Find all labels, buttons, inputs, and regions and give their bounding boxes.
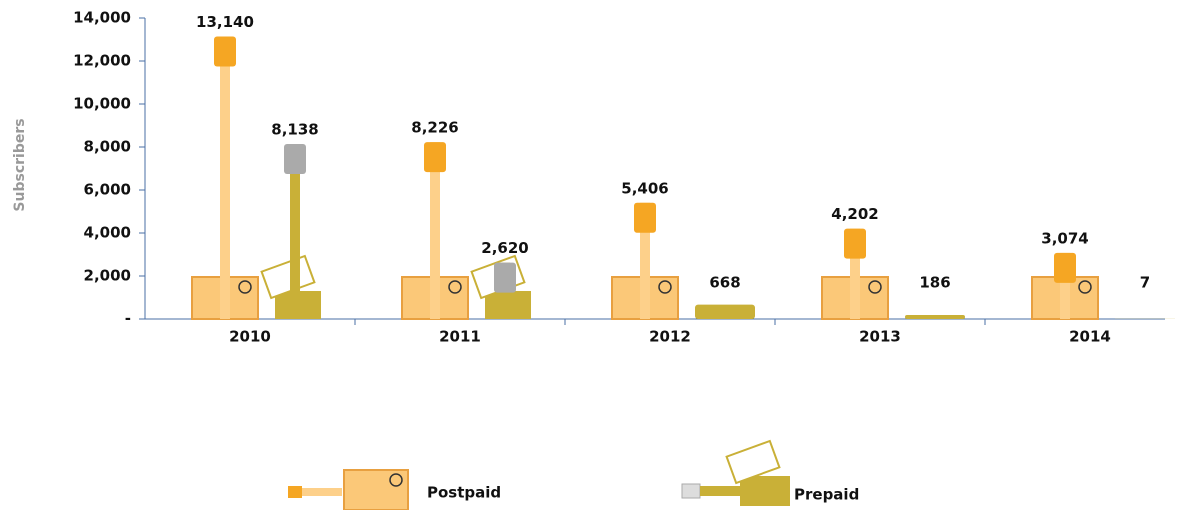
legend-prepaid-icon (682, 441, 790, 506)
x-tick-label: 2010 (229, 328, 271, 346)
plug-head (284, 144, 306, 174)
data-label: 13,140 (196, 13, 254, 31)
data-label: 668 (709, 274, 740, 292)
y-axis-title: Subscribers (12, 118, 28, 211)
legend-label: Prepaid (794, 486, 859, 504)
y-tick-label: 2,000 (84, 267, 131, 285)
y-tick-label: 4,000 (84, 224, 131, 242)
plug-head (844, 229, 866, 259)
plug-head (424, 142, 446, 172)
bar (695, 305, 755, 319)
y-tick-label: 10,000 (73, 95, 131, 113)
y-tick-label: - (125, 310, 131, 328)
plug-head (634, 203, 656, 233)
bar (220, 36, 230, 319)
plug-head (214, 36, 236, 66)
x-tick-label: 2011 (439, 328, 481, 346)
data-label: 2,620 (481, 239, 528, 257)
data-label: 4,202 (831, 205, 878, 223)
chart: Subscribers Postpaid Prepaid - 2,000 4,000… (0, 0, 1181, 510)
plug-head (1054, 253, 1076, 283)
data-label: 7 (1140, 274, 1150, 292)
x-tick-label: 2014 (1069, 328, 1111, 346)
y-tick-label: 8,000 (84, 138, 131, 156)
page: {"chart_data": {"type": "bar", "y_label"… (0, 0, 1181, 510)
y-tick-label: 12,000 (73, 52, 131, 70)
bar (905, 315, 965, 319)
y-tick-label: 6,000 (84, 181, 131, 199)
plug-head (494, 263, 516, 293)
data-label: 186 (919, 274, 950, 292)
x-tick-label: 2013 (859, 328, 901, 346)
legend-label: Postpaid (427, 484, 501, 502)
data-label: 8,226 (411, 119, 458, 137)
data-label: 8,138 (271, 121, 318, 139)
legend-postpaid-icon (288, 470, 408, 510)
y-tick-label: 14,000 (73, 9, 131, 27)
x-tick-label: 2012 (649, 328, 691, 346)
data-label: 3,074 (1041, 229, 1088, 247)
data-label: 5,406 (621, 179, 668, 197)
